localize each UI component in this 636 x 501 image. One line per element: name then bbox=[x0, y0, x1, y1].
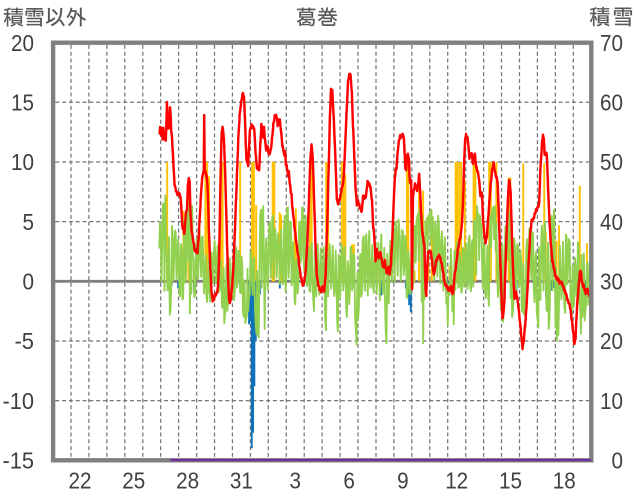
svg-text:3: 3 bbox=[289, 468, 301, 494]
svg-text:25: 25 bbox=[122, 468, 145, 494]
svg-text:60: 60 bbox=[600, 90, 623, 116]
svg-text:15: 15 bbox=[11, 90, 34, 116]
svg-text:50: 50 bbox=[600, 149, 623, 175]
svg-text:5: 5 bbox=[23, 209, 35, 235]
svg-text:9: 9 bbox=[397, 468, 409, 494]
svg-text:10: 10 bbox=[11, 149, 34, 175]
svg-text:20: 20 bbox=[600, 328, 623, 354]
svg-text:-15: -15 bbox=[3, 448, 35, 474]
svg-text:31: 31 bbox=[230, 468, 253, 494]
svg-text:18: 18 bbox=[553, 468, 576, 494]
svg-text:10: 10 bbox=[600, 388, 623, 414]
svg-text:30: 30 bbox=[600, 269, 623, 295]
svg-text:-10: -10 bbox=[3, 388, 35, 414]
svg-text:28: 28 bbox=[176, 468, 199, 494]
svg-text:15: 15 bbox=[499, 468, 522, 494]
svg-text:-5: -5 bbox=[15, 328, 35, 354]
svg-text:40: 40 bbox=[600, 209, 623, 235]
svg-text:0: 0 bbox=[23, 269, 35, 295]
svg-text:12: 12 bbox=[445, 468, 468, 494]
svg-text:20: 20 bbox=[11, 30, 34, 56]
svg-text:22: 22 bbox=[69, 468, 92, 494]
svg-text:6: 6 bbox=[343, 468, 355, 494]
svg-text:70: 70 bbox=[600, 30, 623, 56]
svg-text:0: 0 bbox=[612, 448, 624, 474]
